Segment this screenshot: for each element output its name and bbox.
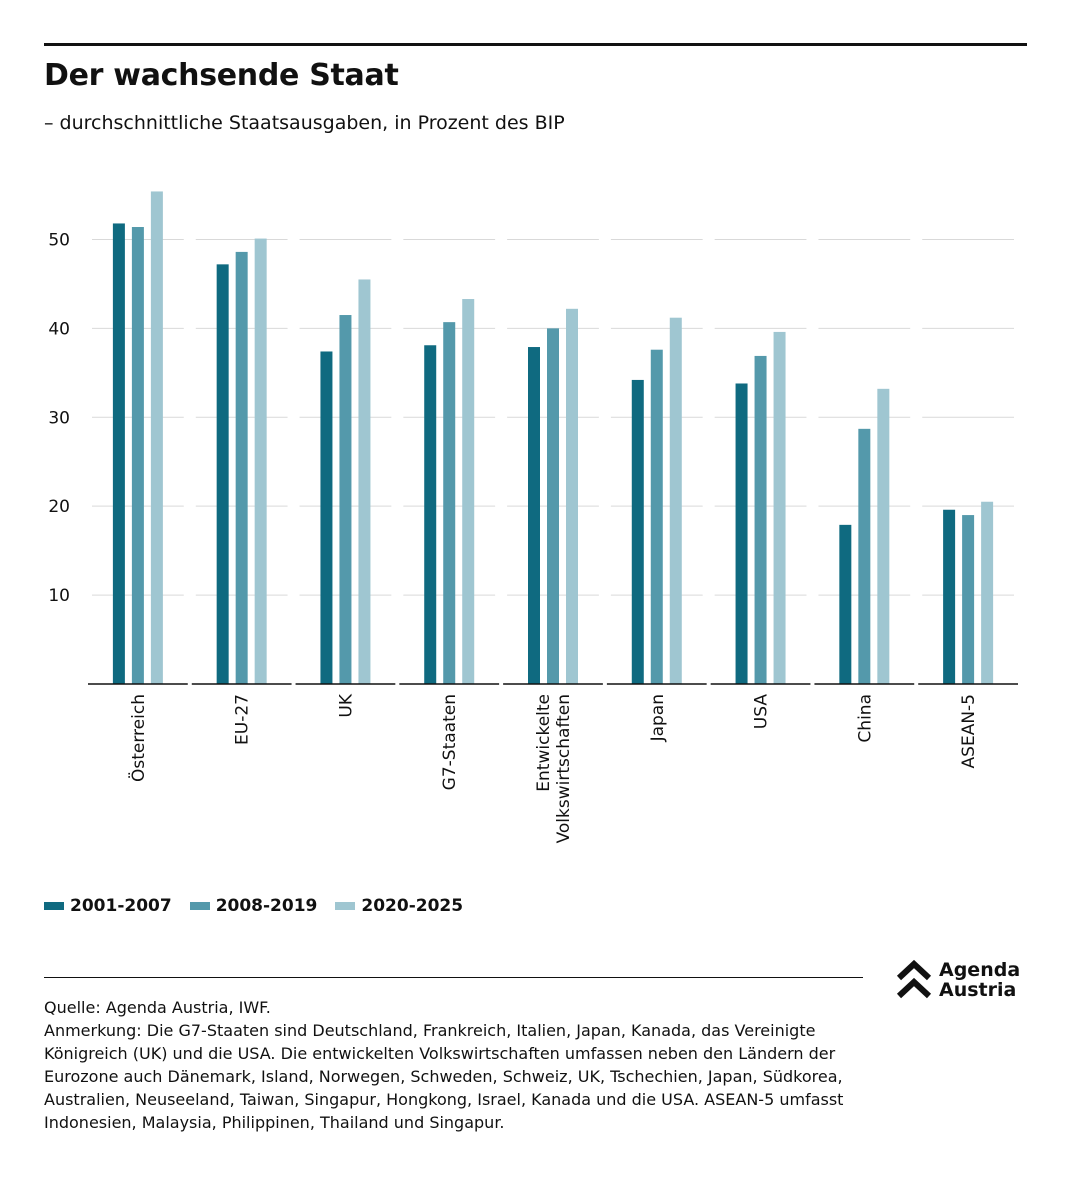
- bar: [320, 351, 333, 684]
- x-tick-label: EU-27: [233, 694, 253, 745]
- bar: [339, 315, 352, 684]
- bar-chart: 10 20 30 40 50 Österreich EU-27 UK G7-Staaten En…: [48, 191, 1018, 843]
- legend-item-2001-2007: 2001-2007: [44, 896, 172, 916]
- bar: [981, 501, 994, 684]
- x-tick-label: Entwickelte Volkswirtschaften: [534, 694, 574, 843]
- x-tick-label-line: China: [855, 694, 875, 743]
- legend-item-2020-2025: 2020-2025: [335, 896, 463, 916]
- legend-item-2008-2019: 2008-2019: [189, 896, 318, 916]
- x-tick-label-line: Japan: [648, 694, 668, 742]
- x-tick-label: Österreich: [127, 694, 149, 782]
- footer-notes: Quelle: Agenda Austria, IWF. Anmerkung: …: [44, 996, 864, 1134]
- bar: [443, 322, 456, 684]
- bar: [754, 355, 767, 684]
- x-tick-label-line: USA: [752, 694, 772, 730]
- legend-label: 2001-2007: [70, 896, 172, 916]
- x-tick-label-line: UK: [336, 693, 356, 717]
- bar: [669, 317, 682, 684]
- bar: [877, 388, 890, 684]
- y-tick-label: 40: [48, 319, 70, 339]
- chart-subtitle: – durchschnittliche Staatsausgaben, in P…: [44, 112, 565, 134]
- legend: 2001-2007 2008-2019 2020-2025: [44, 896, 463, 916]
- bar: [150, 191, 163, 684]
- legend-swatch: [189, 902, 210, 910]
- x-tick-label: China: [855, 694, 875, 743]
- bar: [839, 524, 852, 684]
- logo-line-2: Austria: [939, 979, 1017, 1001]
- x-tick-label: G7-Staaten: [440, 694, 460, 790]
- x-tick-label-line: EU-27: [233, 694, 253, 745]
- y-tick-label: 50: [48, 230, 70, 250]
- x-axis-labels: Österreich EU-27 UK G7-Staaten Entwickelte Vo…: [127, 693, 979, 843]
- x-tick-label-line: Volkswirtschaften: [554, 694, 574, 843]
- x-tick-label-line: ASEAN-5: [959, 694, 979, 768]
- x-tick-label: ASEAN-5: [959, 694, 979, 768]
- bar: [962, 515, 975, 684]
- x-tick-label: USA: [752, 694, 772, 730]
- bar: [566, 308, 578, 684]
- agenda-austria-logo: Agenda Austria: [895, 958, 1035, 1004]
- x-tick-label-line: Entwickelte: [534, 694, 554, 792]
- y-tick-label: 30: [48, 408, 70, 428]
- bar: [858, 428, 871, 684]
- logo-line-1: Agenda: [939, 959, 1021, 981]
- legend-label: 2020-2025: [361, 896, 464, 916]
- top-rule: [44, 43, 1027, 46]
- note-text: Anmerkung: Die G7-Staaten sind Deutschla…: [44, 1021, 844, 1132]
- x-tick-label-line: Österreich: [127, 694, 149, 782]
- bar: [462, 299, 475, 684]
- bar: [131, 227, 144, 685]
- bars: [112, 191, 994, 685]
- bar: [358, 279, 371, 684]
- bar: [547, 328, 559, 684]
- bar: [631, 379, 644, 684]
- legend-swatch: [335, 902, 356, 910]
- y-tick-label: 20: [48, 497, 70, 517]
- bar: [773, 331, 786, 684]
- source-text: Quelle: Agenda Austria, IWF.: [44, 998, 271, 1017]
- x-tick-label-line: G7-Staaten: [440, 694, 460, 790]
- legend-swatch: [44, 902, 64, 910]
- footer-rule: [44, 977, 863, 978]
- bar: [943, 509, 956, 684]
- bar: [112, 223, 125, 684]
- logo-text: Agenda Austria: [939, 960, 1020, 1000]
- bar: [235, 251, 248, 684]
- bar: [528, 347, 540, 684]
- bar: [424, 345, 437, 684]
- bar: [254, 238, 267, 684]
- chart-title: Der wachsende Staat: [44, 58, 399, 93]
- y-tick-label: 10: [48, 586, 70, 606]
- double-chevron-up-icon: [896, 959, 932, 999]
- bar: [650, 349, 663, 684]
- bar: [216, 264, 229, 684]
- y-axis-ticks: 10 20 30 40 50: [48, 230, 70, 606]
- bar: [735, 383, 748, 684]
- legend-label: 2008-2019: [215, 896, 318, 916]
- x-tick-label: Japan: [648, 694, 668, 742]
- x-tick-label: UK: [336, 693, 356, 717]
